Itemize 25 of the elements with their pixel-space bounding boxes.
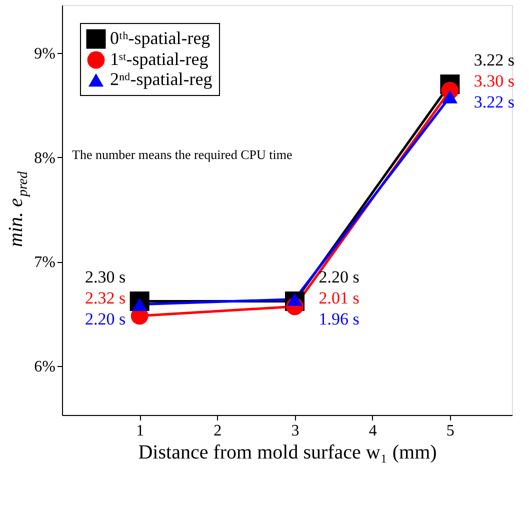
x-tick-label: 4 [368, 422, 377, 440]
x-tick-label: 5 [446, 422, 454, 440]
annotation: 3.22 s [474, 92, 515, 112]
y-tick-label: 8% [34, 150, 56, 167]
annotation: 3.30 s [474, 71, 515, 90]
annotation: 2.20 s [84, 309, 126, 328]
annotation: 1.96 s [318, 309, 360, 328]
legend-label: 1ˢᵗ-spatial-reg [110, 49, 208, 69]
annotation: 3.22 s [474, 50, 515, 70]
y-tick-label: 9% [34, 45, 56, 62]
annotation: 2.01 s [318, 288, 360, 308]
annotation: 2.32 s [84, 288, 126, 308]
y-axis-title: min. epred [5, 170, 31, 247]
legend-label: 2ⁿᵈ-spatial-reg [110, 69, 212, 89]
x-tick-label: 1 [136, 422, 144, 440]
x-tick-label: 2 [214, 422, 222, 440]
y-tick-label: 7% [34, 254, 56, 272]
x-tick-label: 3 [291, 422, 300, 440]
y-tick-label: 6% [34, 358, 56, 376]
annotation: 2.20 s [318, 267, 360, 286]
x-axis-title: Distance from mold surface w₁ (mm) [138, 442, 437, 464]
point [442, 90, 458, 104]
legend-label: 0ᵗʰ-spatial-reg [110, 28, 210, 48]
annotation: 2.30 s [84, 267, 126, 286]
annotation: The number means the required CPU time [72, 147, 292, 162]
